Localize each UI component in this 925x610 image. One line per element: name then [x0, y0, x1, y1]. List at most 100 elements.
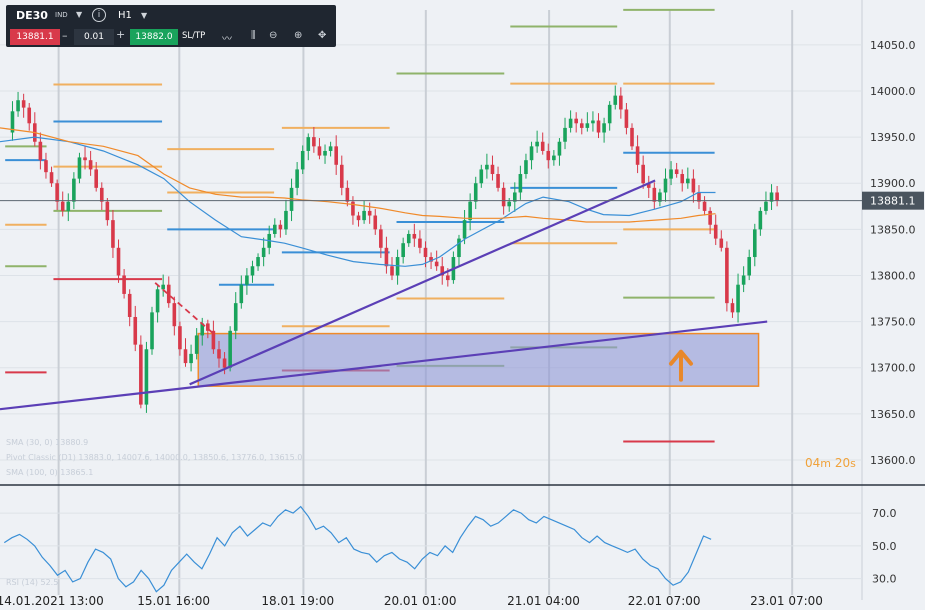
candle-body	[155, 289, 160, 313]
quantity-input[interactable]: 0.01	[74, 29, 114, 45]
candle-body	[752, 229, 757, 258]
candle-body	[116, 247, 121, 276]
candle-body	[16, 100, 20, 112]
candle-body	[206, 323, 210, 331]
candle-body	[211, 330, 216, 350]
candle-body	[183, 349, 188, 364]
candle-body	[434, 261, 439, 267]
candle-body	[429, 257, 433, 262]
candle-body	[379, 229, 383, 248]
price-tick-label: 13800.0	[870, 269, 916, 282]
candle-body	[127, 293, 132, 317]
candle-body	[702, 201, 707, 211]
candle-body	[105, 201, 110, 221]
candle-body	[272, 224, 277, 234]
candle-body	[719, 238, 724, 248]
rsi-tick-label: 50.0	[872, 540, 897, 553]
candle-body	[758, 210, 763, 230]
candle-body	[222, 358, 227, 368]
candle-body	[239, 284, 244, 304]
info-icon[interactable]: i	[92, 8, 106, 22]
candle-body	[440, 266, 445, 276]
current-price-label: 13881.1	[870, 195, 916, 208]
candle-body	[485, 164, 489, 170]
candle-body	[680, 174, 685, 184]
candle-body	[708, 210, 712, 225]
candle-body	[658, 192, 662, 202]
candle-body	[725, 247, 729, 304]
candles-icon[interactable]: ⫼	[251, 30, 256, 41]
candle-body	[769, 192, 774, 202]
candle-body	[579, 123, 584, 128]
candle-body	[490, 164, 495, 175]
increase-qty-button[interactable]: +	[116, 28, 126, 41]
candle-body	[373, 215, 378, 230]
candle-body	[635, 146, 640, 165]
candle-body	[613, 95, 618, 105]
sell-button[interactable]: 13881.1	[10, 29, 60, 45]
candle-body	[166, 284, 171, 304]
rsi-tick-label: 30.0	[872, 573, 897, 586]
zoom-out-icon[interactable]: ⊖	[269, 30, 278, 41]
candle-body	[172, 303, 177, 327]
timeframe-selector[interactable]: H1	[118, 10, 132, 21]
symbol-dropdown-icon[interactable]: ▼	[76, 10, 83, 19]
line-chart-icon[interactable]: 〰	[222, 34, 232, 45]
timer-seconds: 20	[834, 456, 851, 470]
candle-body	[730, 303, 735, 313]
trendline	[189, 179, 656, 386]
candle-body	[233, 303, 238, 331]
price-tick-label: 13700.0	[870, 362, 916, 375]
candle-body	[412, 233, 417, 239]
candle-body	[261, 247, 266, 258]
move-icon[interactable]: ✥	[318, 30, 327, 41]
candle-body	[10, 111, 15, 133]
candle-body	[507, 201, 512, 207]
candle-body	[669, 169, 673, 179]
candle-body	[741, 275, 746, 285]
candle-body	[362, 210, 366, 221]
decrease-qty-button[interactable]: –	[62, 29, 68, 42]
candle-body	[446, 275, 450, 281]
time-tick-label: 14.01.2021 13:00	[0, 594, 104, 608]
candle-body	[306, 137, 311, 151]
candle-body	[189, 353, 193, 364]
candle-body	[367, 210, 372, 216]
candle-body	[139, 344, 143, 405]
candle-body	[178, 326, 182, 350]
buy-button[interactable]: 13882.0	[130, 29, 178, 45]
candle-body	[663, 178, 668, 193]
current-price-tag	[862, 191, 924, 210]
candle-body	[462, 220, 467, 239]
candle-body	[406, 233, 411, 244]
candle-body	[691, 178, 696, 193]
rsi-line	[3, 505, 712, 593]
candle-body	[602, 123, 606, 133]
candle-body	[38, 141, 43, 161]
candle-body	[524, 160, 528, 175]
candle-body	[529, 146, 534, 161]
candle-body	[563, 127, 567, 142]
candle-body	[99, 187, 104, 202]
candle-body	[60, 201, 65, 211]
legend-sma: SMA (30, 0) 13880.9	[6, 438, 89, 447]
candle-body	[111, 220, 115, 248]
sltp-button[interactable]: SL/TP	[182, 31, 206, 41]
legend-pivot: Pivot Classic (D1) 13883.0, 14007.6, 140…	[6, 453, 303, 462]
candle-body	[44, 160, 48, 173]
candle-body	[641, 164, 645, 184]
candle-body	[775, 192, 779, 201]
timer-m: m	[820, 457, 831, 470]
price-tick-label: 13950.0	[870, 131, 916, 144]
timeframe-dropdown-icon[interactable]: ▼	[141, 11, 148, 20]
sma-slow-line	[0, 127, 716, 223]
time-tick-label: 23.01 07:00	[750, 594, 823, 608]
price-tick-label: 14000.0	[870, 85, 916, 98]
candle-body	[312, 137, 316, 147]
candle-body	[686, 178, 690, 184]
candle-body	[317, 146, 322, 156]
symbol-name[interactable]: DE30	[16, 9, 48, 22]
candle-body	[697, 192, 701, 202]
zoom-in-icon[interactable]: ⊕	[294, 30, 303, 41]
